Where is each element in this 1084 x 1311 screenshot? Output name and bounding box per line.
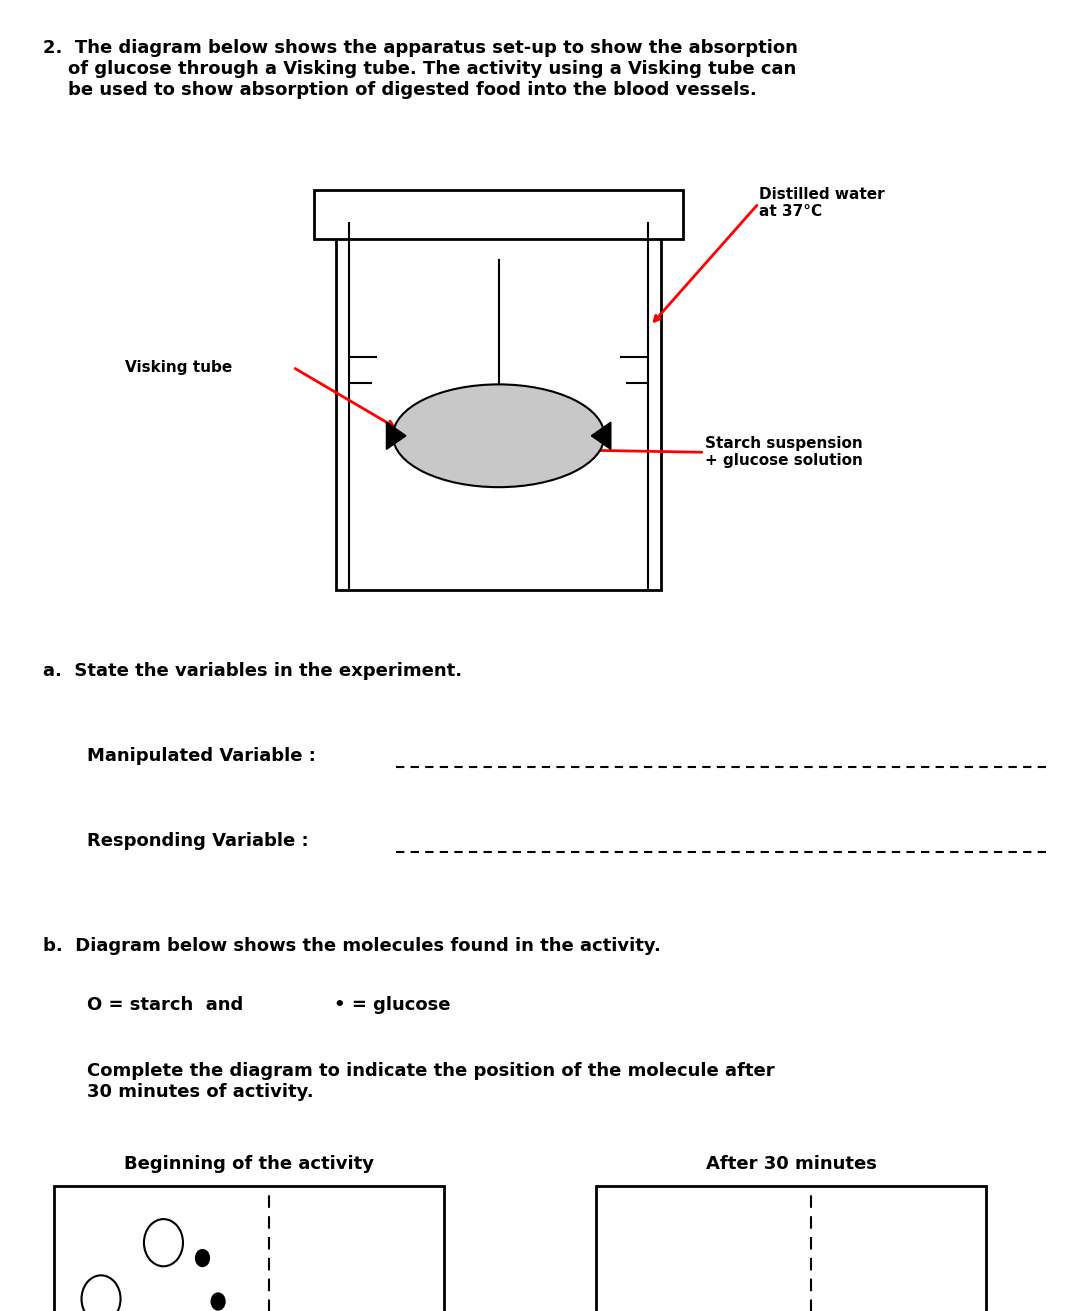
Text: Visking tube: Visking tube	[125, 359, 232, 375]
FancyBboxPatch shape	[336, 223, 661, 590]
Circle shape	[195, 1249, 210, 1268]
Text: Manipulated Variable :: Manipulated Variable :	[87, 747, 315, 766]
Text: a.  State the variables in the experiment.: a. State the variables in the experiment…	[43, 662, 463, 680]
Text: Beginning of the activity: Beginning of the activity	[125, 1155, 374, 1173]
Text: Distilled water
at 37°C: Distilled water at 37°C	[759, 187, 885, 219]
Circle shape	[210, 1293, 225, 1311]
Text: Responding Variable :: Responding Variable :	[87, 832, 308, 851]
FancyBboxPatch shape	[314, 190, 683, 239]
Circle shape	[144, 1219, 183, 1266]
Text: O = starch  and: O = starch and	[87, 996, 256, 1015]
Text: Complete the diagram to indicate the position of the molecule after
30 minutes o: Complete the diagram to indicate the pos…	[87, 1062, 774, 1101]
Circle shape	[81, 1276, 120, 1311]
FancyBboxPatch shape	[596, 1186, 986, 1311]
Text: Starch suspension
+ glucose solution: Starch suspension + glucose solution	[705, 437, 863, 468]
Text: After 30 minutes: After 30 minutes	[706, 1155, 877, 1173]
FancyBboxPatch shape	[54, 1186, 444, 1311]
Text: b.  Diagram below shows the molecules found in the activity.: b. Diagram below shows the molecules fou…	[43, 937, 661, 956]
Text: • = glucose: • = glucose	[334, 996, 450, 1015]
Ellipse shape	[392, 384, 604, 488]
Text: 2.  The diagram below shows the apparatus set-up to show the absorption
    of g: 2. The diagram below shows the apparatus…	[43, 39, 798, 98]
